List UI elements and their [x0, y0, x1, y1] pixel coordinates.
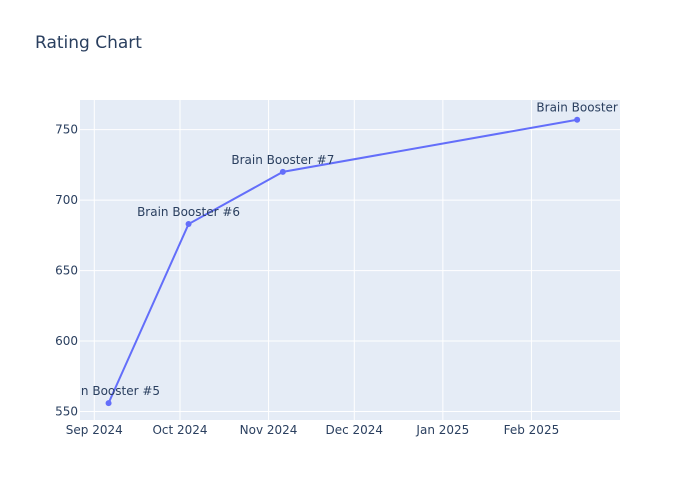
data-point — [185, 221, 192, 228]
series: Brain Booster #5 Brain Booster #6 Brain Bo… — [57, 101, 618, 407]
data-label: Brain Booster — [536, 101, 618, 115]
y-tick-label: 650 — [55, 264, 78, 278]
gridlines — [80, 100, 620, 420]
data-point — [574, 116, 581, 123]
x-axis-ticks: Sep 2024 Oct 2024 Nov 2024 Dec 2024 Jan 2025… — [66, 423, 559, 437]
plot-background — [80, 100, 620, 420]
series-group: Brain Booster #5 Brain Booster #6 Brain Bo… — [57, 101, 618, 407]
x-tick-label: Jan 2025 — [415, 423, 469, 437]
chart-title: Rating Chart — [35, 33, 142, 53]
y-tick-label: 750 — [55, 123, 78, 137]
y-tick-label: 550 — [55, 405, 78, 419]
series-line — [107, 118, 578, 404]
y-tick-label: 700 — [55, 193, 78, 207]
y-axis-ticks: 550 600 650 700 750 — [55, 123, 78, 419]
data-label: Brain Booster #7 — [231, 153, 334, 167]
x-tick-label: Dec 2024 — [325, 423, 383, 437]
x-tick-label: Nov 2024 — [240, 423, 298, 437]
x-tick-label: Sep 2024 — [66, 423, 123, 437]
x-tick-label: Oct 2024 — [152, 423, 207, 437]
data-point — [105, 400, 112, 407]
x-tick-label: Feb 2025 — [504, 423, 560, 437]
y-tick-label: 600 — [55, 334, 78, 348]
data-point — [279, 168, 286, 175]
data-label: Brain Booster #6 — [137, 205, 240, 219]
data-label: Brain Booster #5 — [57, 384, 160, 398]
